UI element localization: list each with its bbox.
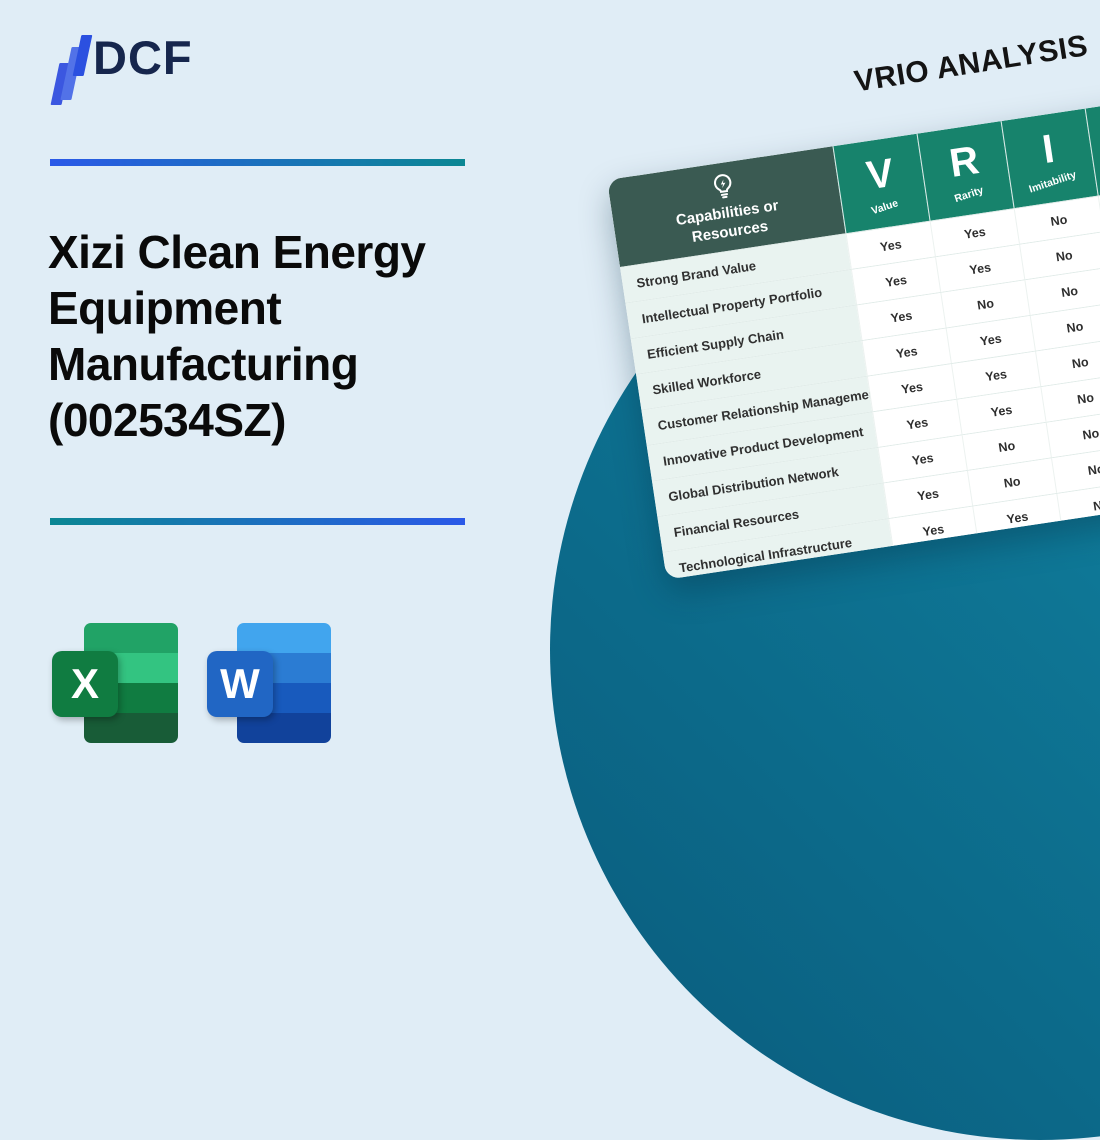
vrio-column-letter: I — [1039, 126, 1058, 172]
word-letter-tile: W — [207, 651, 273, 717]
page-title-line: Manufacturing — [48, 338, 359, 391]
vrio-column-letter: R — [946, 137, 982, 186]
page-title-line: Xizi Clean Energy — [48, 226, 426, 278]
top-gradient-rule — [50, 159, 465, 166]
page-title-line: Equipment — [48, 282, 282, 335]
vrio-column-label: Rarity — [953, 183, 986, 205]
vrio-column-header: I Imitability — [1000, 108, 1098, 209]
dcf-logo: DCF — [49, 30, 309, 110]
vrio-column-header: R Rarity — [916, 121, 1014, 221]
vrio-column-label: Value — [870, 196, 900, 217]
bottom-gradient-rule — [50, 518, 465, 525]
capabilities-header-cell: Capabilities or Resources — [607, 146, 846, 268]
page-title: Xizi Clean Energy Equipment Manufacturin… — [48, 224, 568, 448]
vrio-column-letter: V — [863, 150, 897, 198]
lightbulb-bolt-icon — [713, 173, 732, 199]
excel-letter-tile: X — [52, 651, 118, 717]
excel-sheet-icon — [84, 623, 178, 743]
page-title-line: (002534SZ) — [48, 394, 286, 447]
vrio-column-label: Imitability — [1027, 168, 1079, 196]
vrio-table-header: Capabilities or Resources V Value R Rari… — [607, 96, 1100, 268]
vrio-table-card: Capabilities or Resources V Value R Rari… — [607, 96, 1100, 580]
logo-text: DCF — [93, 31, 193, 84]
vrio-column-header: V Value — [832, 133, 930, 234]
vrio-analysis-title: VRIO ANALYSIS — [852, 29, 1091, 99]
